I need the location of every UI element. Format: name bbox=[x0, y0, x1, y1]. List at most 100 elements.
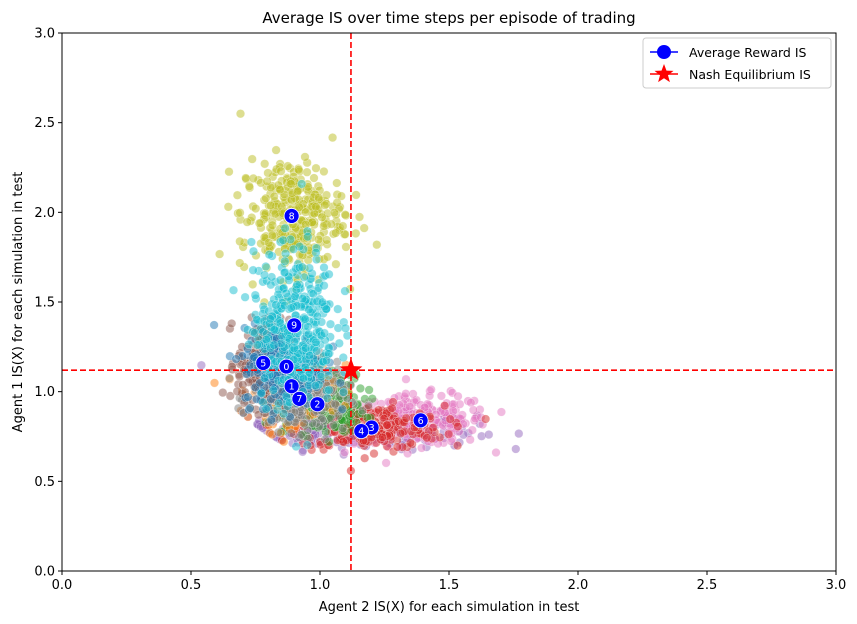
scatter-point-series-3 bbox=[369, 449, 379, 459]
scatter-point-series-8 bbox=[314, 193, 324, 203]
y-tick-label: 1.5 bbox=[34, 296, 55, 311]
scatter-point-series-0 bbox=[337, 404, 347, 414]
scatter-point-series-3 bbox=[377, 432, 388, 442]
scatter-point-series-9 bbox=[324, 269, 334, 279]
scatter-point-series-9 bbox=[322, 356, 332, 366]
scatter-point-series-9 bbox=[281, 288, 291, 298]
scatter-point-series-9 bbox=[248, 246, 259, 256]
scatter-point-series-8 bbox=[311, 163, 321, 173]
x-tick-label: 1.0 bbox=[310, 578, 331, 593]
scatter-point-series-8 bbox=[317, 212, 327, 222]
scatter-point-series-7 bbox=[357, 406, 367, 416]
scatter-point-series-9 bbox=[279, 409, 289, 419]
scatter-point-series-9 bbox=[271, 300, 281, 310]
scatter-point-series-4 bbox=[511, 444, 521, 454]
average-reward-label-3: 3 bbox=[369, 423, 375, 434]
scatter-point-series-6 bbox=[340, 447, 350, 457]
scatter-point-series-8 bbox=[309, 173, 319, 183]
scatter-point-series-8 bbox=[294, 165, 304, 175]
scatter-point-series-3 bbox=[360, 453, 370, 463]
scatter-point-series-8 bbox=[302, 167, 312, 177]
scatter-point-series-9 bbox=[321, 304, 331, 314]
scatter-point-series-9 bbox=[308, 289, 318, 299]
average-reward-label-5: 5 bbox=[260, 358, 266, 369]
scatter-point-series-9 bbox=[319, 281, 329, 291]
y-tick-label: 2.5 bbox=[34, 116, 55, 131]
scatter-point-series-5 bbox=[232, 386, 242, 396]
average-reward-point-8 bbox=[283, 208, 300, 224]
scatter-point-series-8 bbox=[331, 259, 341, 269]
scatter-point-series-9 bbox=[297, 262, 307, 272]
scatter-point-series-8 bbox=[320, 200, 330, 210]
scatter-point-series-5 bbox=[227, 318, 237, 329]
scatter-point-series-9 bbox=[319, 328, 329, 338]
average-reward-label-1: 1 bbox=[289, 382, 295, 393]
scatter-point-series-9 bbox=[286, 303, 296, 313]
legend-star-icon bbox=[654, 64, 674, 83]
scatter-point-series-3 bbox=[396, 428, 406, 439]
scatter-point-series-9 bbox=[299, 272, 309, 282]
average-reward-label-7: 7 bbox=[296, 394, 302, 405]
scatter-point-series-9 bbox=[281, 249, 291, 259]
legend: Average Reward IS Nash Equilibrium IS bbox=[642, 37, 832, 89]
scatter-point-series-7 bbox=[330, 399, 340, 409]
scatter-point-series-9 bbox=[246, 237, 256, 247]
scatter-point-series-8 bbox=[326, 219, 336, 229]
scatter-point-series-8 bbox=[351, 228, 361, 238]
scatter-point-series-8 bbox=[340, 210, 350, 220]
scatter-point-series-6 bbox=[453, 391, 463, 401]
scatter-point-series-9 bbox=[252, 340, 262, 350]
scatter-point-series-8 bbox=[341, 242, 351, 252]
x-tick-label: 0.0 bbox=[52, 578, 73, 593]
y-tick-label: 0.0 bbox=[34, 565, 55, 580]
scatter-point-series-8 bbox=[314, 234, 324, 245]
scatter-point-series-8 bbox=[247, 154, 257, 164]
scatter-point-series-7 bbox=[338, 423, 348, 433]
scatter-point-series-9 bbox=[289, 337, 300, 347]
scatter-point-series-9 bbox=[280, 223, 290, 233]
scatter-point-series-9 bbox=[333, 304, 343, 314]
scatter-point-series-9 bbox=[292, 280, 302, 290]
legend-label-nash: Nash Equilibrium IS bbox=[689, 67, 811, 82]
scatter-point-series-8 bbox=[269, 191, 279, 202]
scatter-point-series-6 bbox=[465, 435, 475, 445]
scatter-point-series-6 bbox=[401, 389, 411, 399]
scatter-point-series-9 bbox=[268, 385, 278, 395]
scatter-point-series-4 bbox=[196, 360, 206, 370]
scatter-point-series-8 bbox=[322, 235, 332, 245]
scatter-point-series-8 bbox=[294, 202, 304, 212]
average-reward-label-6: 6 bbox=[418, 416, 424, 427]
scatter-point-series-1 bbox=[209, 378, 220, 388]
scatter-point-series-8 bbox=[260, 159, 270, 169]
scatter-point-series-9 bbox=[264, 250, 274, 260]
scatter-point-series-9 bbox=[279, 268, 290, 278]
scatter-point-series-6 bbox=[467, 425, 477, 435]
scatter-point-series-7 bbox=[273, 427, 283, 437]
scatter-point-series-9 bbox=[340, 286, 350, 296]
scatter-point-series-8 bbox=[322, 252, 333, 262]
scatter-point-series-6 bbox=[417, 443, 427, 453]
scatter-point-series-9 bbox=[304, 305, 314, 315]
average-reward-label-2: 2 bbox=[314, 400, 320, 411]
scatter-point-series-8 bbox=[359, 223, 369, 233]
scatter-point-series-8 bbox=[254, 218, 264, 228]
scatter-point-series-9 bbox=[278, 235, 288, 245]
scatter-point-series-7 bbox=[363, 400, 373, 410]
scatter-point-series-8 bbox=[293, 186, 303, 196]
scatter-point-series-9 bbox=[325, 319, 336, 329]
scatter-point-series-9 bbox=[324, 385, 334, 395]
average-reward-point-0 bbox=[278, 358, 295, 375]
x-tick-label: 3.0 bbox=[826, 578, 847, 593]
y-tick-label: 2.0 bbox=[34, 206, 55, 221]
scatter-point-series-0 bbox=[209, 320, 219, 330]
scatter-point-series-8 bbox=[271, 145, 281, 155]
nash-equilibrium-marker bbox=[339, 358, 363, 380]
scatter-point-series-9 bbox=[302, 440, 312, 450]
scatter-point-series-9 bbox=[322, 393, 332, 403]
scatter-point-series-9 bbox=[298, 373, 309, 383]
average-reward-label-0: 0 bbox=[283, 362, 289, 373]
scatter-point-series-5 bbox=[227, 362, 237, 372]
scatter-point-series-6 bbox=[466, 398, 476, 408]
average-reward-point-2 bbox=[309, 396, 326, 413]
scatter-point-series-9 bbox=[298, 294, 308, 304]
